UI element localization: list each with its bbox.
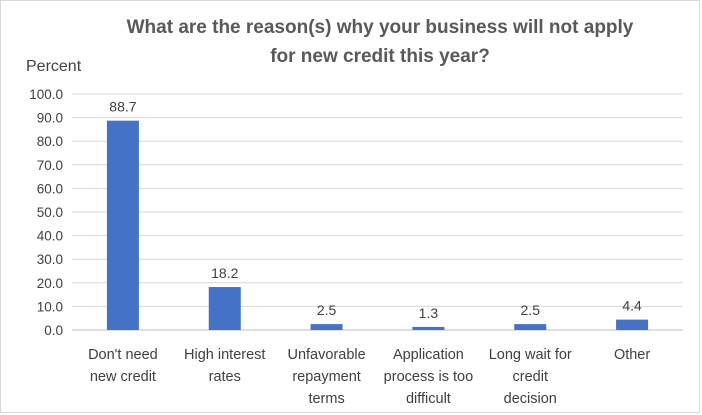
x-category-label: Don't need (88, 347, 158, 363)
x-category-label: Other (614, 347, 650, 363)
y-tick-label: 40.0 (37, 229, 63, 244)
bar (310, 324, 343, 330)
bar (616, 319, 649, 330)
data-label: 2.5 (521, 302, 541, 318)
y-tick-label: 60.0 (37, 181, 63, 196)
x-category-label: difficult (406, 391, 451, 407)
y-tick-label: 100.0 (29, 87, 63, 102)
x-category-label: Long wait for (489, 347, 572, 363)
x-category-label: credit (513, 369, 548, 385)
x-category-label: repayment (292, 369, 361, 385)
x-category-label: Application (393, 347, 464, 363)
data-label: 4.4 (622, 298, 642, 314)
y-tick-label: 50.0 (37, 205, 63, 220)
bar (412, 326, 445, 330)
chart-title-line-1: What are the reason(s) why your business… (126, 17, 634, 38)
data-label: 1.3 (419, 305, 439, 321)
y-tick-label: 80.0 (37, 134, 63, 149)
x-category-label: decision (504, 391, 557, 407)
data-label: 18.2 (211, 265, 238, 281)
x-category-label: High interest (184, 347, 265, 363)
bar (208, 287, 241, 330)
data-label: 2.5 (317, 302, 337, 318)
x-category-label: new credit (90, 369, 156, 385)
x-category-label: terms (308, 391, 344, 407)
y-tick-label: 30.0 (37, 252, 63, 267)
y-tick-label: 90.0 (37, 111, 63, 126)
bar (514, 324, 547, 330)
bar (106, 120, 139, 330)
chart-title-line-2: for new credit this year? (270, 46, 490, 67)
y-tick-label: 10.0 (37, 299, 63, 314)
y-tick-label: 20.0 (37, 276, 63, 291)
y-axis-label: Percent (26, 58, 82, 75)
x-category-label: rates (209, 369, 241, 385)
y-tick-label: 70.0 (37, 158, 63, 173)
data-label: 88.7 (109, 99, 136, 115)
x-category-label: process is too (384, 369, 473, 385)
x-category-label: Unfavorable (287, 347, 365, 363)
y-tick-label: 0.0 (44, 323, 63, 338)
